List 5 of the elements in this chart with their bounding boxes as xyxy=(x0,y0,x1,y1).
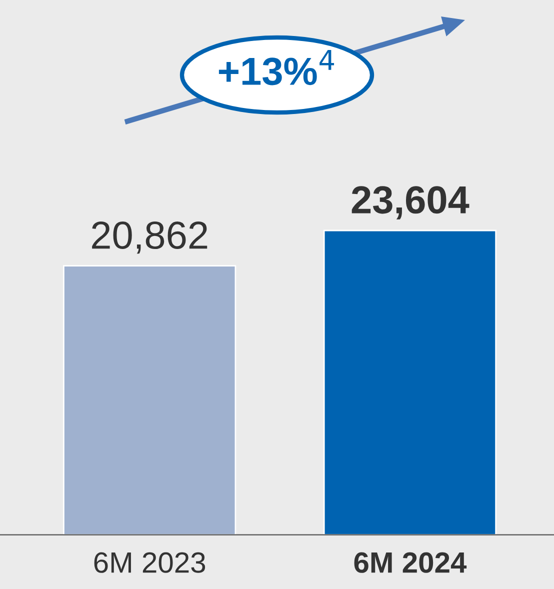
text: +13%$^{4}$ xyxy=(218,50,334,86)
data-label: 23,604 xyxy=(352,186,470,220)
x-tick-label: 6M 2024 xyxy=(354,552,467,573)
x-tick-label: 6M 2023 xyxy=(94,552,206,573)
data-label: 20,862 xyxy=(92,221,208,254)
